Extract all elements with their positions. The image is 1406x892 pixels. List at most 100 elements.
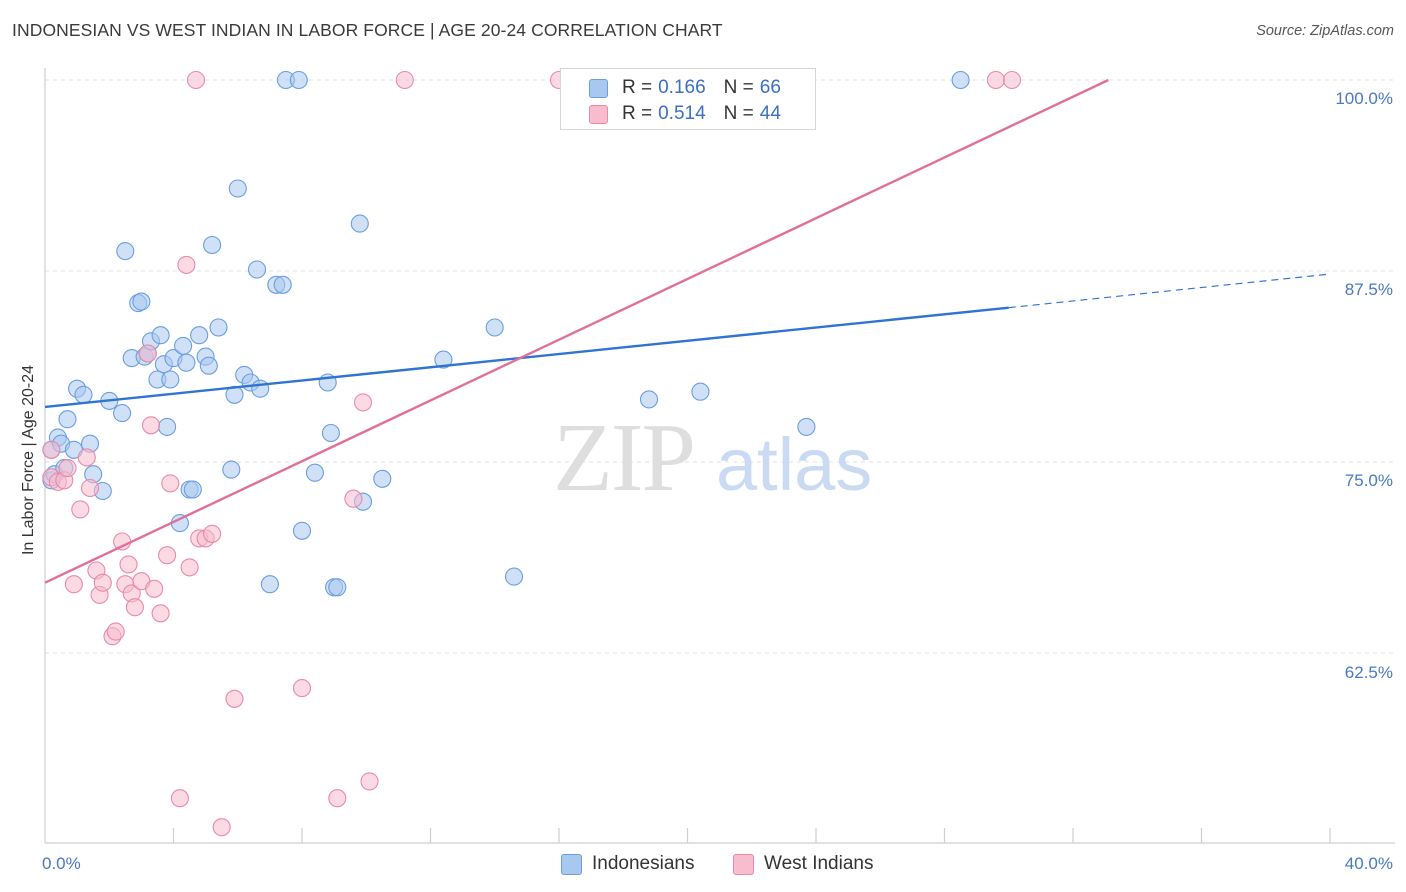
data-point-west-indians bbox=[292, 679, 312, 698]
data-point-indonesians bbox=[74, 385, 93, 404]
watermark-atlas: atlas bbox=[716, 423, 872, 506]
data-point-indonesians bbox=[228, 179, 247, 198]
legend-swatch-pink bbox=[589, 104, 608, 124]
chart-title: INDONESIAN VS WEST INDIAN IN LABOR FORCE… bbox=[12, 20, 723, 40]
data-point-west-indians bbox=[42, 440, 61, 459]
data-point-west-indians bbox=[80, 478, 100, 498]
data-point-west-indians bbox=[93, 573, 112, 592]
data-point-indonesians bbox=[305, 463, 324, 482]
legend-swatch-blue bbox=[589, 78, 608, 98]
data-point-indonesians bbox=[116, 242, 135, 261]
watermark: ZIP atlas bbox=[553, 404, 872, 512]
data-point-indonesians bbox=[209, 318, 228, 337]
bottom-legend-label-west-indians: West Indians bbox=[764, 853, 874, 874]
legend-n-value: 44 bbox=[759, 103, 781, 124]
y-tick-label-100: 100.0% bbox=[1335, 89, 1393, 108]
y-tick-labels: 100.0% 87.5% 75.0% 62.5% bbox=[1335, 89, 1393, 682]
data-point-indonesians bbox=[132, 292, 151, 311]
data-point-west-indians bbox=[71, 500, 90, 519]
x-tick-label-min: 0.0% bbox=[42, 854, 81, 873]
data-point-west-indians bbox=[344, 489, 363, 508]
x-tick-label-max: 40.0% bbox=[1345, 854, 1393, 873]
data-point-indonesians bbox=[951, 70, 970, 90]
data-point-indonesians bbox=[289, 70, 308, 90]
data-point-indonesians bbox=[183, 480, 202, 499]
data-point-west-indians bbox=[212, 818, 231, 837]
legend-r-label: R = bbox=[622, 77, 653, 98]
data-point-west-indians bbox=[64, 575, 83, 594]
data-point-west-indians bbox=[177, 255, 196, 274]
data-point-west-indians bbox=[119, 555, 138, 574]
trend-line-west-indians bbox=[44, 78, 1109, 584]
data-point-indonesians bbox=[199, 356, 218, 375]
data-point-indonesians bbox=[273, 275, 292, 294]
data-point-indonesians bbox=[797, 417, 816, 436]
bottom-legend-indonesians: Indonesians bbox=[561, 851, 694, 877]
source-label: Source: ZipAtlas.com bbox=[1256, 23, 1394, 39]
data-point-indonesians bbox=[158, 417, 177, 436]
data-point-west-indians bbox=[58, 459, 77, 478]
data-point-indonesians bbox=[373, 469, 392, 488]
y-axis-label: In Labor Force | Age 20-24 bbox=[20, 365, 37, 555]
trend-line-extension-indonesians bbox=[1008, 273, 1331, 309]
data-point-indonesians bbox=[58, 410, 77, 429]
bottom-legend-swatch-blue bbox=[561, 853, 582, 875]
legend-n-value: 66 bbox=[759, 77, 781, 98]
data-point-indonesians bbox=[151, 326, 170, 345]
data-point-indonesians bbox=[504, 567, 524, 586]
data-point-west-indians bbox=[151, 604, 170, 623]
data-point-indonesians bbox=[639, 390, 659, 409]
data-point-indonesians bbox=[203, 235, 222, 255]
legend-row-indonesians: R = 0.166 N = 66 bbox=[589, 76, 781, 100]
correlation-legend: R = 0.166 N = 66 R = 0.514 N = 44 bbox=[560, 68, 816, 130]
data-point-indonesians bbox=[321, 423, 340, 443]
data-point-indonesians bbox=[113, 404, 132, 423]
data-point-indonesians bbox=[328, 578, 347, 597]
data-point-indonesians bbox=[190, 326, 209, 345]
data-point-west-indians bbox=[186, 70, 206, 90]
legend-n-label: N = bbox=[723, 103, 754, 124]
data-point-indonesians bbox=[222, 460, 241, 479]
data-point-indonesians bbox=[251, 379, 270, 398]
trend-line-indonesians bbox=[44, 306, 1009, 409]
data-point-indonesians bbox=[174, 336, 193, 355]
legend-r-value: 0.166 bbox=[658, 77, 706, 98]
data-point-west-indians bbox=[77, 448, 96, 467]
data-point-west-indians bbox=[203, 524, 222, 543]
data-point-west-indians bbox=[145, 579, 164, 598]
data-point-indonesians bbox=[691, 382, 710, 401]
data-point-west-indians bbox=[138, 344, 157, 363]
legend-row-west-indians: R = 0.514 N = 44 bbox=[589, 102, 781, 126]
series-west-indians-points bbox=[42, 70, 1022, 837]
data-point-west-indians bbox=[106, 622, 125, 641]
data-point-indonesians bbox=[161, 370, 180, 389]
y-tick-label-75: 75.0% bbox=[1345, 471, 1393, 490]
data-point-west-indians bbox=[225, 689, 244, 708]
data-point-west-indians bbox=[353, 393, 373, 412]
data-point-indonesians bbox=[247, 260, 267, 279]
data-point-west-indians bbox=[125, 598, 144, 617]
data-point-indonesians bbox=[260, 575, 279, 594]
y-tick-label-875: 87.5% bbox=[1345, 280, 1393, 299]
data-point-west-indians bbox=[180, 558, 199, 577]
data-point-west-indians bbox=[170, 789, 189, 808]
data-point-west-indians bbox=[395, 70, 414, 90]
x-axis-ticks bbox=[172, 828, 1331, 843]
data-point-indonesians bbox=[434, 350, 453, 369]
bottom-legend-west-indians: West Indians bbox=[733, 851, 873, 877]
trend-lines bbox=[44, 78, 1331, 584]
legend-r-label: R = bbox=[622, 103, 653, 124]
data-point-indonesians bbox=[292, 521, 312, 540]
data-point-west-indians bbox=[158, 546, 177, 565]
data-point-west-indians bbox=[360, 772, 379, 791]
data-point-west-indians bbox=[986, 70, 1005, 90]
legend-r-value: 0.514 bbox=[658, 103, 706, 124]
watermark-zip: ZIP bbox=[553, 404, 694, 512]
data-point-west-indians bbox=[161, 474, 180, 493]
data-point-west-indians bbox=[328, 789, 347, 808]
data-point-west-indians bbox=[1002, 70, 1022, 90]
data-point-west-indians bbox=[141, 416, 161, 435]
data-point-indonesians bbox=[177, 353, 196, 372]
legend-n-label: N = bbox=[723, 77, 754, 98]
